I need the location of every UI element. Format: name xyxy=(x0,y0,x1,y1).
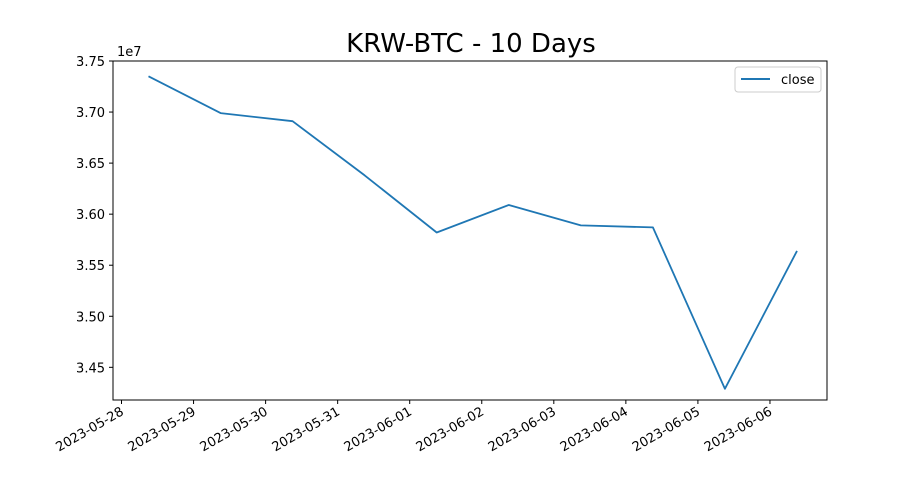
x-tick-label: 2023-05-28 xyxy=(54,404,127,455)
x-axis: 2023-05-28 2023-05-29 2023-05-30 2023-05-31… xyxy=(54,400,775,455)
y-tick-label: 3.60 xyxy=(76,208,105,223)
y-offset-text: 1e7 xyxy=(117,45,142,60)
y-tick-label: 3.50 xyxy=(76,310,105,325)
x-tick-label: 2023-06-02 xyxy=(414,404,487,455)
x-tick-label: 2023-06-06 xyxy=(702,404,775,455)
plot-frame xyxy=(112,60,828,401)
y-axis: 3.45 3.50 3.55 3.60 3.65 3.70 3.75 xyxy=(76,55,113,376)
y-tick-label: 3.70 xyxy=(76,106,105,121)
y-tick-label: 3.75 xyxy=(76,55,105,70)
y-tick-label: 3.65 xyxy=(76,157,105,172)
x-tick-label: 2023-05-31 xyxy=(270,404,343,455)
series-layer xyxy=(148,75,798,390)
series-line-close xyxy=(148,75,798,390)
y-tick-label: 3.45 xyxy=(76,361,105,376)
chart-title: KRW-BTC - 10 Days xyxy=(346,29,596,59)
x-tick-label: 2023-06-03 xyxy=(486,404,559,455)
x-tick-label: 2023-05-30 xyxy=(198,404,271,455)
x-tick-label: 2023-06-01 xyxy=(342,404,415,455)
x-tick-label: 2023-06-04 xyxy=(558,404,631,455)
x-tick-label: 2023-05-29 xyxy=(126,404,199,455)
x-tick-label: 2023-06-05 xyxy=(630,404,703,455)
y-tick-label: 3.55 xyxy=(76,259,105,274)
legend-label-close: close xyxy=(781,73,814,88)
legend-box xyxy=(734,66,822,93)
legend: close xyxy=(734,66,822,93)
